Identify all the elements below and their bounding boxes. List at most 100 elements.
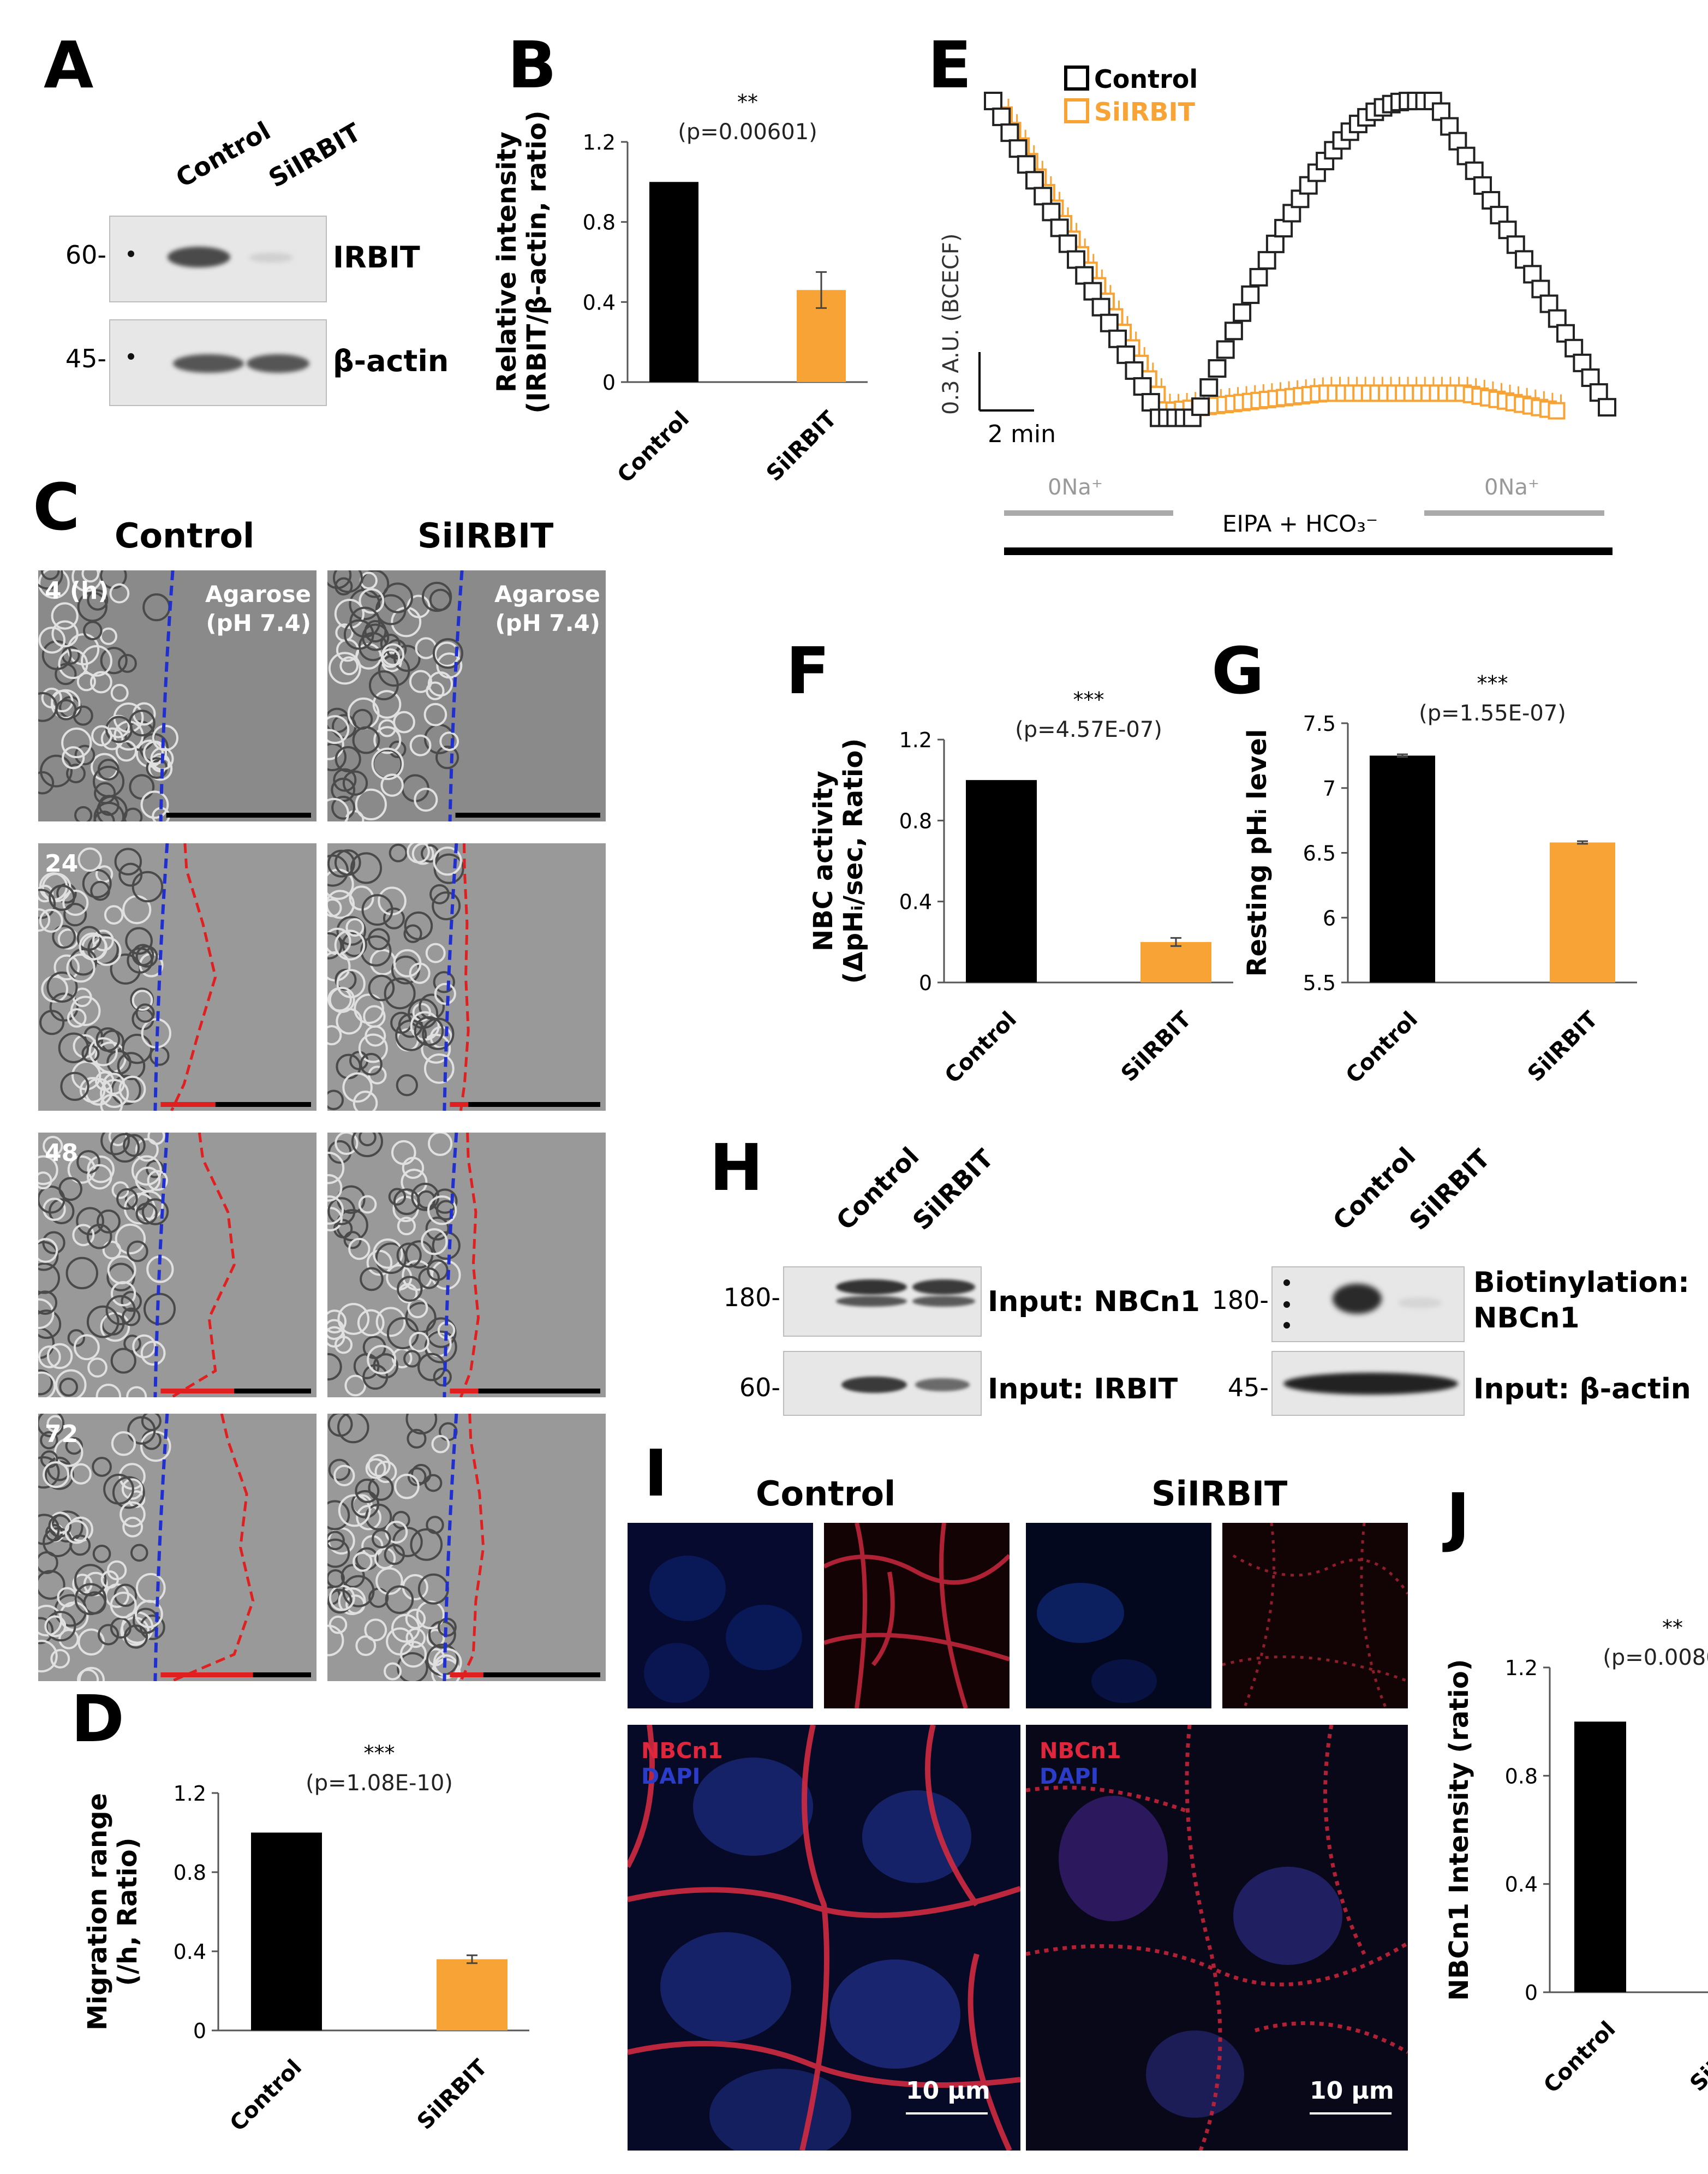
cell: [327, 1207, 343, 1231]
cell: [38, 884, 54, 903]
legend-dapi: DAPI: [641, 1764, 701, 1789]
cell: [374, 1461, 397, 1484]
cell: [384, 1662, 402, 1681]
cell: [327, 1309, 347, 1333]
cell: [416, 1600, 445, 1629]
cell: [327, 1538, 350, 1568]
cell: [355, 1478, 380, 1503]
cell: [351, 1490, 380, 1518]
cell: [38, 1171, 52, 1190]
panel-label-i: I: [644, 1436, 668, 1511]
cell: [365, 1458, 386, 1479]
start-line: [153, 843, 169, 1111]
cell: [100, 647, 128, 675]
cell: [97, 1624, 120, 1646]
cell: [67, 1329, 86, 1347]
blot-label-input-actin: Input: β-actin: [1473, 1373, 1691, 1405]
cell: [353, 1552, 373, 1572]
cell: [76, 672, 96, 692]
cell: [426, 1516, 444, 1534]
bar-label-0na-right: 0Na⁺: [1484, 475, 1539, 500]
cell: [380, 648, 401, 668]
band-siirbit: [915, 1378, 970, 1391]
cell: [140, 790, 169, 819]
cell: [127, 1416, 156, 1445]
cell: [331, 777, 356, 802]
cell: [72, 1224, 95, 1247]
bar-siirbit: [1140, 942, 1211, 982]
cell: [129, 774, 155, 800]
cell: [39, 1010, 65, 1035]
cell: [401, 1169, 428, 1196]
cell: [327, 849, 355, 878]
cell: [403, 924, 422, 943]
cell: [127, 947, 153, 974]
cell: [62, 746, 85, 770]
cell: [334, 1336, 353, 1354]
panel-label-j: J: [1446, 1479, 1470, 1554]
cell: [48, 1514, 72, 1538]
cell: [74, 744, 95, 766]
cell: [38, 626, 66, 654]
cell: [385, 1585, 414, 1614]
y-axis-label-unit: (ΔpHᵢ/sec, Ratio): [838, 738, 869, 984]
panel-label-b: B: [507, 27, 557, 103]
cell: [38, 1456, 60, 1489]
nbcn1-channel-control: [824, 1523, 1010, 1708]
cell: [140, 1431, 171, 1462]
cell: [103, 1073, 125, 1095]
significance-stars: **: [1662, 1616, 1683, 1640]
y-tick-label: 1.2: [583, 130, 616, 154]
cell: [374, 1547, 396, 1569]
y-tick-label: 0.4: [174, 1940, 206, 1964]
merged-image-siirbit: NBCn1 DAPI 10 μm: [1026, 1725, 1408, 2151]
cell: [99, 627, 117, 645]
cell: [59, 1377, 79, 1397]
cell: [384, 978, 416, 1010]
gap-bar: [483, 1672, 600, 1677]
nucleus: [1146, 2030, 1244, 2118]
cell: [348, 1237, 371, 1260]
cell: [51, 602, 79, 630]
cell: [428, 1133, 453, 1156]
cell: [46, 971, 78, 1003]
cell: [38, 1185, 65, 1214]
bar-control: [966, 780, 1037, 982]
y-tick-label: 1.2: [899, 728, 932, 752]
agarose-ph: (pH 7.4): [206, 609, 311, 636]
y-tick-label: 7: [1323, 777, 1336, 801]
band-siirbit: [1398, 1297, 1442, 1308]
cell: [434, 982, 456, 1005]
y-tick-label: 0.4: [899, 890, 932, 914]
cell: [397, 1652, 428, 1681]
trace-ylabel: 0.3 A.U. (BCECF): [939, 233, 964, 415]
cell: [38, 1371, 56, 1397]
marker-dot: [1283, 1301, 1290, 1308]
cell: [415, 637, 437, 659]
gap-bar: [215, 1102, 311, 1107]
cell: [351, 1133, 383, 1158]
category-label: SiIRBIT: [413, 2054, 493, 2135]
migration-front: [459, 843, 470, 1111]
cell: [327, 1569, 345, 1588]
cell: [38, 1345, 61, 1368]
cell: [421, 581, 452, 612]
cell: [81, 645, 112, 677]
cell: [425, 943, 446, 963]
cell: [384, 1544, 405, 1565]
cell: [70, 996, 101, 1026]
cell: [368, 974, 395, 1002]
nbcn1-channel-siirbit: [1222, 1523, 1408, 1708]
y-tick-label: 0.8: [583, 211, 616, 235]
cell: [123, 1335, 141, 1353]
dapi-channel-control: [628, 1523, 813, 1708]
cell: [383, 907, 405, 930]
cell: [100, 727, 124, 751]
cell: [110, 683, 129, 702]
cell: [111, 1431, 136, 1456]
bar-label-eipa: EIPA + HCO₃⁻: [1222, 510, 1378, 537]
cell: [393, 711, 415, 734]
cell: [118, 862, 143, 887]
blot-label-input-irbit: Input: IRBIT: [988, 1373, 1178, 1405]
